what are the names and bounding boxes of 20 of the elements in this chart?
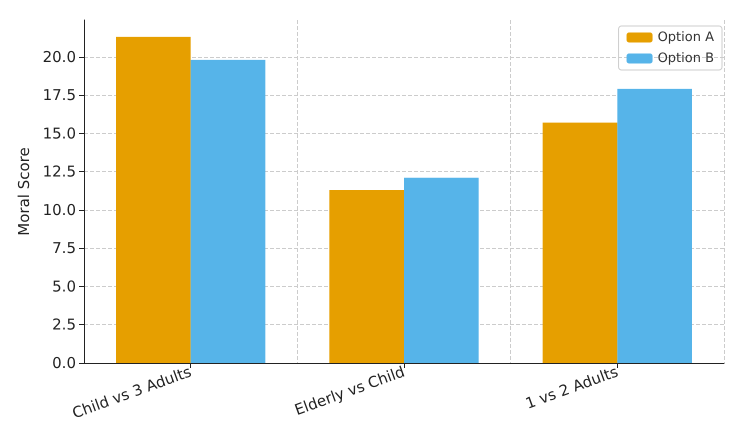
legend-label: Option A <box>658 30 714 45</box>
y-axis-title: Moral Score <box>15 147 34 236</box>
x-tick-label: 1 vs 2 Adults <box>523 362 621 413</box>
y-tick-label: 15.0 <box>42 124 76 142</box>
bar <box>329 190 404 363</box>
bar <box>116 36 191 363</box>
y-tick-label: 12.5 <box>42 162 76 181</box>
x-tick-label: Elderly vs Child <box>292 362 408 420</box>
bar <box>190 60 266 363</box>
y-tick-label: 0.0 <box>52 354 76 372</box>
y-tick-label: 2.5 <box>52 316 76 334</box>
legend-label: Option B <box>658 51 714 66</box>
y-tick-label: 17.5 <box>42 86 76 104</box>
y-tick-label: 7.5 <box>52 239 76 258</box>
bar <box>617 88 692 363</box>
bar <box>404 178 479 363</box>
y-tick-label: 10.0 <box>42 200 76 219</box>
bar <box>542 122 618 363</box>
y-tick-label: 20.0 <box>42 48 76 66</box>
y-tick-label: 5.0 <box>52 277 76 296</box>
